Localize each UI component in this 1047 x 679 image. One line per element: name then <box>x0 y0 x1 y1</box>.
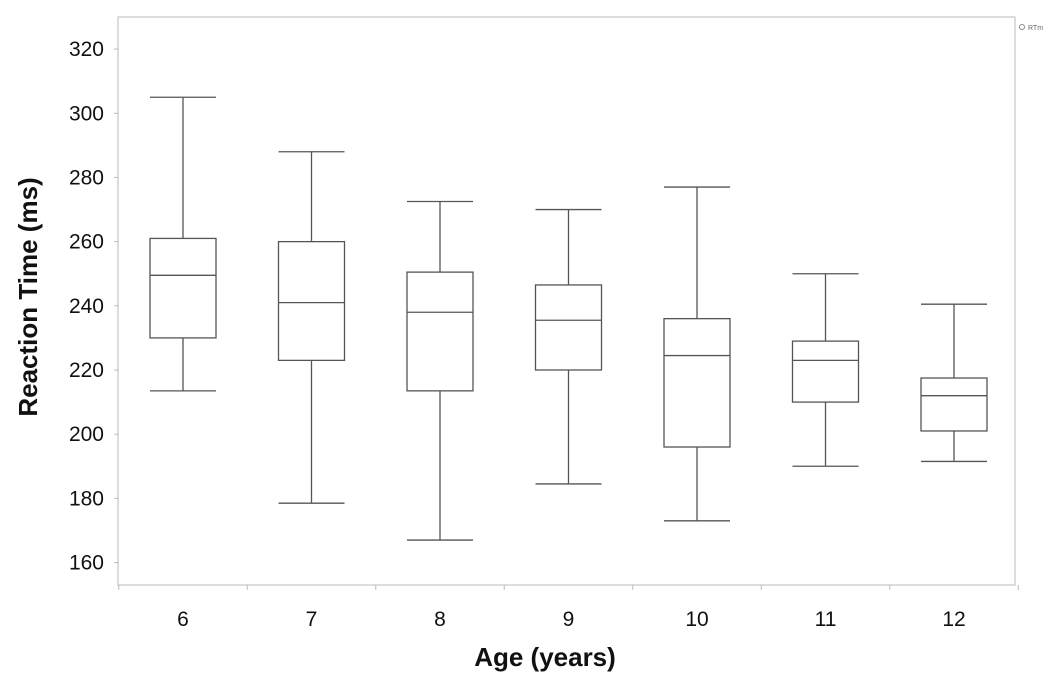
x-axis: 6 7 8 9 10 11 12 <box>118 585 1019 631</box>
box-group <box>406 200 474 541</box>
y-axis-title: Reaction Time (ms) <box>13 177 43 416</box>
x-tick-label: 11 <box>815 608 837 631</box>
box-group <box>534 208 603 485</box>
box-group <box>277 151 346 504</box>
plot-frame <box>117 16 1016 586</box>
iqr-box <box>406 271 474 392</box>
x-tick-label: 12 <box>942 608 965 631</box>
y-tick-label: 320 <box>69 38 104 61</box>
y-tick-label: 260 <box>69 231 104 254</box>
iqr-box <box>663 317 731 448</box>
box-group <box>663 186 731 522</box>
iqr-box <box>149 237 217 339</box>
iqr-box <box>534 284 603 371</box>
iqr-box <box>791 340 860 403</box>
y-tick-label: 180 <box>69 487 104 510</box>
x-tick-label: 6 <box>177 608 189 631</box>
y-tick-label: 200 <box>69 423 104 446</box>
legend: RTm <box>1019 24 1043 32</box>
x-axis-title: Age (years) <box>474 642 616 672</box>
box-group <box>791 273 860 467</box>
legend-entry: RTm <box>1028 25 1043 32</box>
x-tick-label: 8 <box>434 608 446 631</box>
y-tick-label: 220 <box>69 359 104 382</box>
box-series <box>149 96 988 541</box>
y-tick-label: 280 <box>69 166 104 189</box>
x-tick-label: 10 <box>685 608 708 631</box>
box-group <box>149 96 217 392</box>
y-tick-label: 300 <box>69 102 104 125</box>
x-tick-label: 9 <box>563 608 575 631</box>
iqr-box <box>277 240 346 362</box>
legend-marker-icon <box>1019 24 1025 30</box>
iqr-box <box>920 377 988 432</box>
y-tick-label: 160 <box>69 552 104 575</box>
x-tick-label: 7 <box>306 608 318 631</box>
y-axis: 160 180 200 220 240 260 280 300 320 <box>69 38 118 575</box>
box-group <box>920 303 988 463</box>
y-tick-label: 240 <box>69 295 104 318</box>
